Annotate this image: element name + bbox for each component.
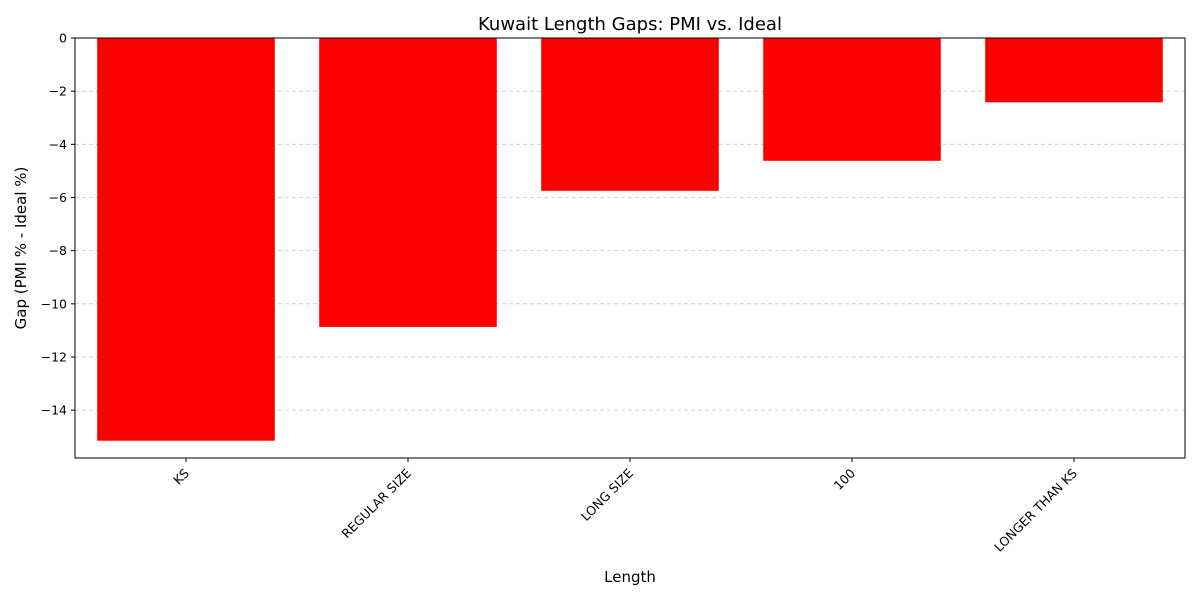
y-tick-layer: 0 −2 −4 −6 −8 −10 −12 −14 (41, 31, 75, 418)
y-tick-label: −10 (41, 296, 67, 311)
x-tick-label: REGULAR SIZE (338, 465, 414, 541)
x-tick-label: LONGER THAN KS (991, 465, 1080, 554)
y-tick-label: −2 (49, 84, 67, 99)
y-tick-label: −14 (41, 403, 67, 418)
bar-layer (97, 38, 1163, 441)
x-tick-label: 100 (831, 465, 859, 493)
bar-longer-than-ks (985, 38, 1163, 103)
bar-long-size (541, 38, 719, 191)
y-tick-label: −12 (41, 349, 67, 364)
bar-regular-size (319, 38, 497, 327)
y-axis-label: Gap (PMI % - Ideal %) (12, 167, 30, 330)
x-tick-layer: KS REGULAR SIZE LONG SIZE 100 LONGER THAN KS (170, 458, 1080, 555)
chart-title: Kuwait Length Gaps: PMI vs. Ideal (478, 14, 782, 35)
y-tick-label: −4 (49, 137, 67, 152)
bar-100 (763, 38, 941, 161)
y-tick-label: 0 (59, 31, 67, 46)
y-tick-label: −8 (49, 243, 67, 258)
y-tick-label: −6 (49, 190, 67, 205)
x-tick-label: KS (170, 465, 192, 487)
bar-ks (97, 38, 275, 441)
x-tick-label: LONG SIZE (578, 465, 636, 523)
x-axis-label: Length (604, 568, 656, 586)
